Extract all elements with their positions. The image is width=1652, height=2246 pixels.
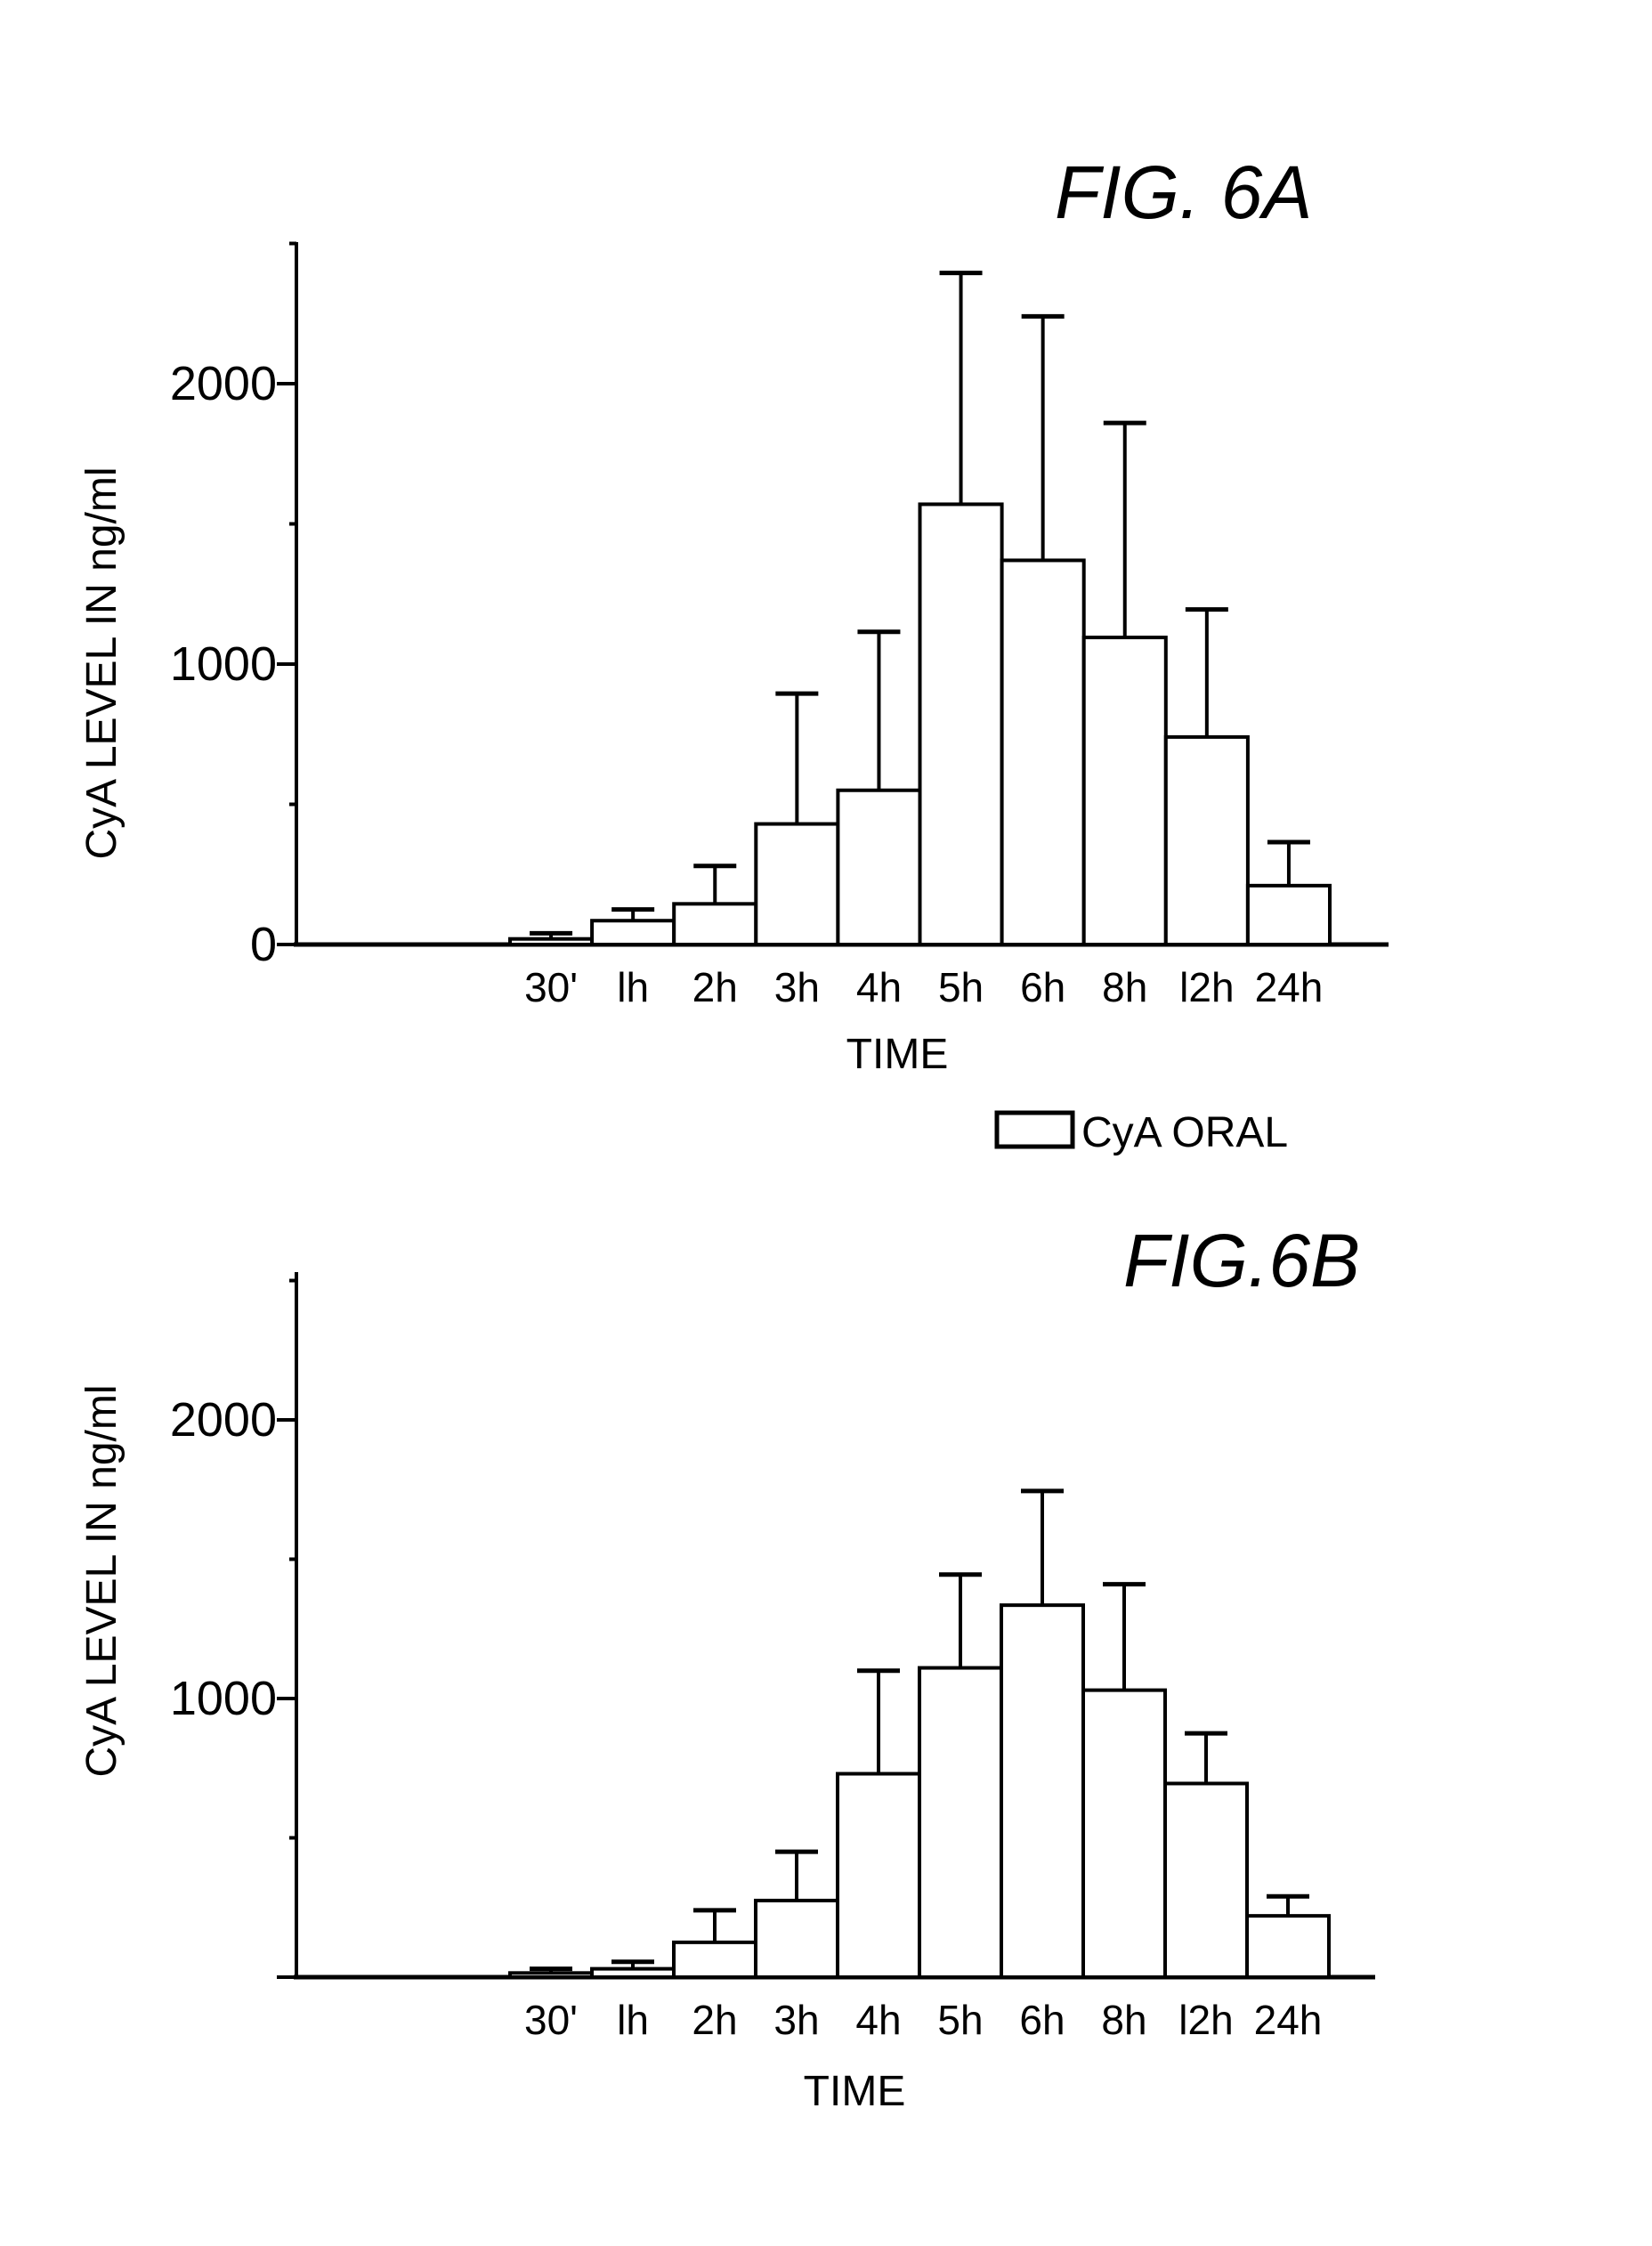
- y-tick-label: 1000: [170, 637, 277, 691]
- bar: [919, 1668, 1001, 1977]
- chart-title: FIG.6B: [1123, 1219, 1360, 1302]
- bar: [1248, 886, 1330, 945]
- bar: [756, 824, 838, 945]
- bar: [1166, 737, 1248, 945]
- chart-fig-6b: FIG.6B CyA LEVEL IN ng/ml TIME 1000 2000 3…: [78, 1219, 1375, 2115]
- x-tick-label: 4h: [855, 1997, 901, 2043]
- x-tick-label: 3h: [773, 1997, 819, 2043]
- legend-label: CyA ORAL: [1081, 1109, 1288, 1156]
- x-tick-label: 6h: [1019, 1997, 1065, 2043]
- bar: [1002, 560, 1084, 945]
- x-tick-label: l2h: [1179, 964, 1234, 1010]
- chart-fig-6a: FIG. 6A CyA LEVEL IN ng/ml TIME CyA ORAL…: [78, 150, 1389, 1156]
- bar: [510, 939, 592, 945]
- bar: [1001, 1605, 1083, 1977]
- bar: [674, 1942, 756, 1977]
- x-tick-label: 8h: [1102, 964, 1147, 1010]
- bar: [592, 920, 674, 945]
- y-tick-label: 2000: [170, 357, 277, 410]
- x-tick-label: 30': [524, 1997, 578, 2043]
- chart-title: FIG. 6A: [1055, 150, 1312, 234]
- x-tick-label: 6h: [1020, 964, 1065, 1010]
- bar: [510, 1973, 592, 1977]
- x-tick-label: 8h: [1101, 1997, 1146, 2043]
- x-tick-label: l2h: [1178, 1997, 1233, 2043]
- y-tick-label: 0: [250, 918, 277, 971]
- y-axis-label: CyA LEVEL IN ng/ml: [78, 466, 126, 859]
- y-axis-label: CyA LEVEL IN ng/ml: [78, 1384, 126, 1777]
- x-tick-label: 2h: [692, 964, 738, 1010]
- x-tick-label: 5h: [937, 1997, 983, 2043]
- bar: [1247, 1916, 1329, 1977]
- y-tick-label: 1000: [170, 1672, 277, 1725]
- bar: [838, 791, 919, 945]
- bar: [1165, 1783, 1247, 1977]
- bar: [838, 1774, 919, 1977]
- x-tick-label: 24h: [1254, 1997, 1323, 2043]
- x-axis-label: TIME: [804, 2068, 906, 2115]
- legend-swatch: [997, 1113, 1073, 1147]
- x-tick-label: lh: [617, 964, 649, 1010]
- x-axis-label: TIME: [846, 1031, 949, 1078]
- bar: [1084, 637, 1166, 945]
- x-tick-label: 30': [524, 964, 578, 1010]
- bar: [1083, 1691, 1165, 1977]
- x-tick-label: 4h: [856, 964, 902, 1010]
- x-tick-label: 3h: [774, 964, 820, 1010]
- bar: [920, 504, 1002, 945]
- bar: [674, 904, 756, 945]
- x-tick-label: 24h: [1255, 964, 1324, 1010]
- x-tick-label: lh: [617, 1997, 649, 2043]
- bar: [592, 1969, 674, 1977]
- bar: [756, 1901, 838, 1977]
- y-tick-label: 2000: [170, 1393, 277, 1447]
- x-tick-label: 5h: [938, 964, 984, 1010]
- x-tick-label: 2h: [692, 1997, 737, 2043]
